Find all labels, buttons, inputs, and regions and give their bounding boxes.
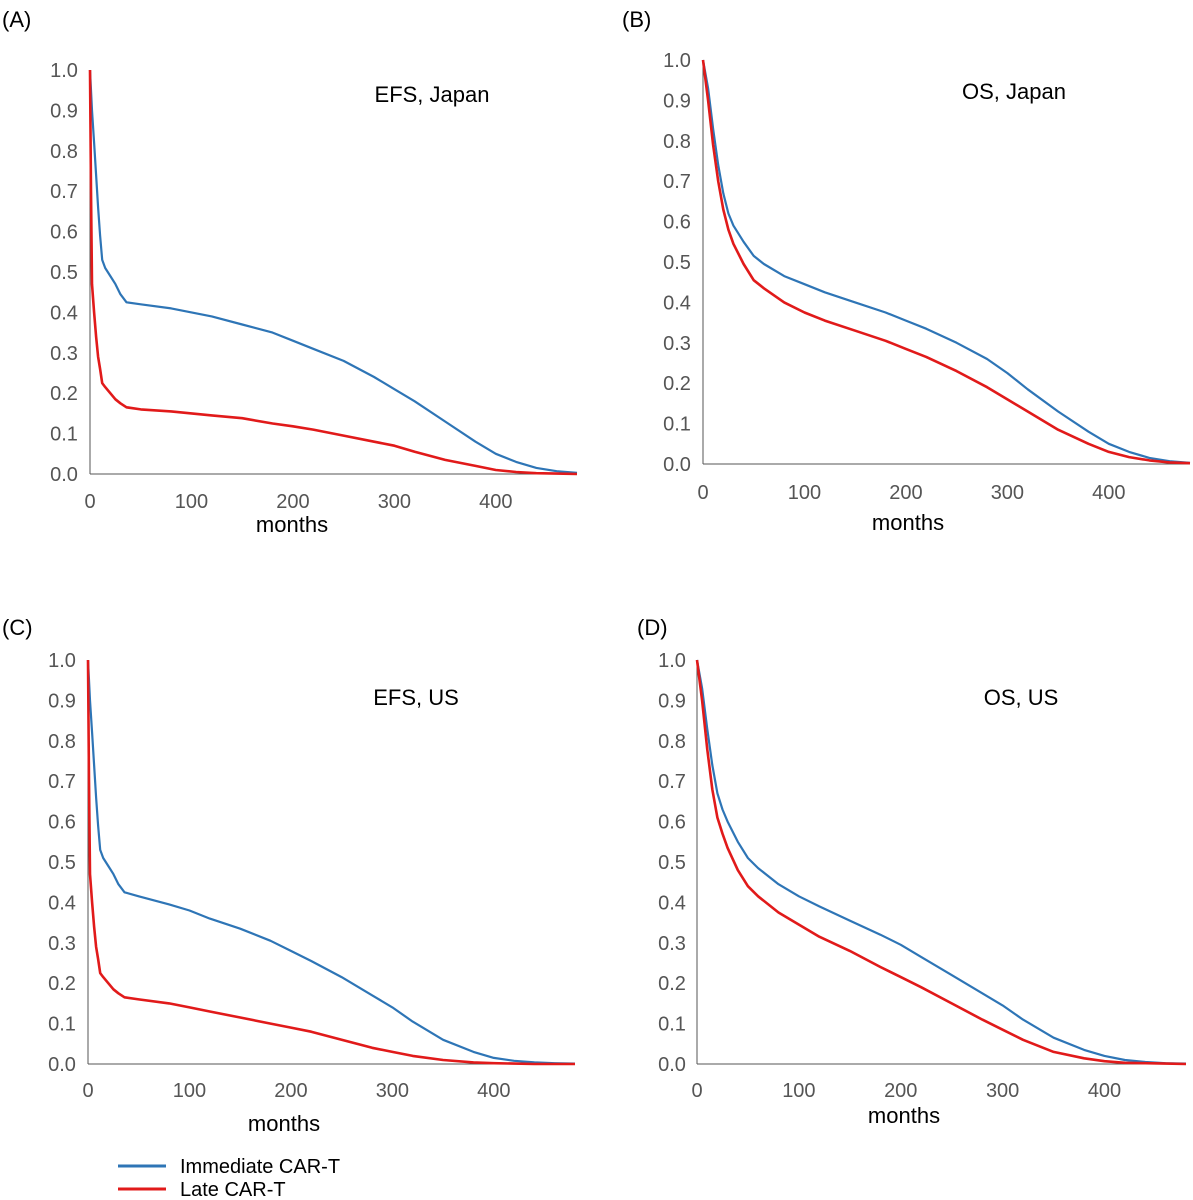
y-tick-label: 0.0 [663,454,691,476]
y-tick-label: 0.7 [50,181,78,203]
y-tick-label: 0.0 [658,1054,686,1076]
y-tick-label: 0.2 [658,973,686,995]
y-tick-label: 0.2 [48,973,76,995]
x-tick-label: 0 [697,482,708,504]
y-tick-label: 0.3 [658,933,686,955]
panel-label: (D) [637,615,668,640]
x-tick-label: 200 [889,482,922,504]
y-tick-label: 0.2 [50,383,78,405]
y-tick-label: 0.5 [658,852,686,874]
y-tick-label: 1.0 [48,650,76,672]
chart-panel-3: (C) 0.0 0.1 0.2 0.3 0.4 0.5 0.6 0.7 0.8 0.9 1.0 0 100… [2,615,576,1136]
x-tick-label: 200 [274,1080,307,1102]
x-tick-label: 100 [788,482,821,504]
chart-title: EFS, US [373,685,459,710]
series-line-late [86,659,575,1066]
x-tick-label: 300 [376,1080,409,1102]
y-tick-label: 0.2 [663,373,691,395]
y-tick-label: 0.9 [663,90,691,112]
y-tick-label: 0.6 [658,812,686,834]
y-tick-label: 0.9 [658,690,686,712]
panels-group: (A) 0.0 0.1 0.2 0.3 0.4 0.5 0.6 0.7 0.8 0.9 1.0 0 100… [2,7,1191,1136]
y-tick-label: 0.4 [50,302,78,324]
y-tick-label: 0.9 [50,100,78,122]
chart-panel-2: (B) 0.0 0.1 0.2 0.3 0.4 0.5 0.6 0.7 0.8 0.9 1.0 0 100… [622,7,1191,535]
x-tick-label: 0 [691,1080,702,1102]
y-tick-label: 0.5 [663,252,691,274]
y-tick-label: 0.4 [48,892,76,914]
y-tick-label: 0.8 [48,731,76,753]
y-tick-label: 0.6 [48,812,76,834]
legend-label-immediate: Immediate CAR-T [180,1156,340,1178]
series-line-immediate [701,59,1191,464]
legend: Immediate CAR-T Late CAR-T [118,1156,340,1200]
chart-title: OS, Japan [962,79,1066,104]
x-axis-title: months [248,1111,320,1136]
y-tick-label: 0.8 [50,141,78,163]
y-tick-label: 0.6 [50,222,78,244]
y-tick-label: 0.1 [658,1014,686,1036]
x-tick-label: 200 [884,1080,917,1102]
y-tick-label: 0.0 [50,464,78,486]
y-tick-label: 0.8 [663,131,691,153]
x-tick-label: 400 [1092,482,1125,504]
y-tick-label: 0.7 [663,171,691,193]
x-tick-label: 100 [782,1080,815,1102]
x-tick-label: 300 [991,482,1024,504]
series-line-immediate [88,69,578,474]
y-tick-label: 0.3 [50,343,78,365]
y-tick-label: 1.0 [663,50,691,72]
y-tick-label: 0.1 [663,414,691,436]
chart-panel-4: (D) 0.0 0.1 0.2 0.3 0.4 0.5 0.6 0.7 0.8 0.9 1.0 0 100… [637,615,1187,1128]
y-tick-label: 0.6 [663,212,691,234]
panel-label: (C) [2,615,33,640]
y-tick-label: 0.3 [663,333,691,355]
x-axis-title: months [868,1103,940,1128]
y-tick-label: 0.7 [658,771,686,793]
x-axis-title: months [256,512,328,537]
y-tick-label: 0.4 [658,892,686,914]
series-line-late [88,69,578,476]
legend-label-late: Late CAR-T [180,1179,286,1200]
x-tick-label: 400 [1088,1080,1121,1102]
x-tick-label: 0 [82,1080,93,1102]
x-tick-label: 400 [479,491,512,513]
x-axis-title: months [872,510,944,535]
chart-title: EFS, Japan [375,82,490,107]
y-tick-label: 0.1 [48,1014,76,1036]
x-tick-label: 300 [378,491,411,513]
chart-panel-1: (A) 0.0 0.1 0.2 0.3 0.4 0.5 0.6 0.7 0.8 0.9 1.0 0 100… [2,7,578,537]
panel-label: (B) [622,7,651,32]
y-tick-label: 1.0 [658,650,686,672]
y-tick-label: 0.7 [48,771,76,793]
y-tick-label: 0.5 [50,262,78,284]
y-tick-label: 0.5 [48,852,76,874]
x-tick-label: 200 [276,491,309,513]
series-line-immediate [86,659,576,1065]
y-tick-label: 0.4 [663,292,691,314]
panel-label: (A) [2,7,31,32]
series-line-late [695,659,1187,1066]
y-tick-label: 0.3 [48,933,76,955]
chart-title: OS, US [984,685,1059,710]
series-line-late [701,59,1191,465]
y-tick-label: 0.9 [48,690,76,712]
x-tick-label: 0 [84,491,95,513]
x-tick-label: 100 [173,1080,206,1102]
x-tick-label: 300 [986,1080,1019,1102]
x-tick-label: 400 [477,1080,510,1102]
y-tick-label: 1.0 [50,60,78,82]
y-tick-label: 0.0 [48,1054,76,1076]
y-tick-label: 0.8 [658,731,686,753]
y-tick-label: 0.1 [50,424,78,446]
x-tick-label: 100 [175,491,208,513]
series-line-immediate [695,659,1187,1065]
